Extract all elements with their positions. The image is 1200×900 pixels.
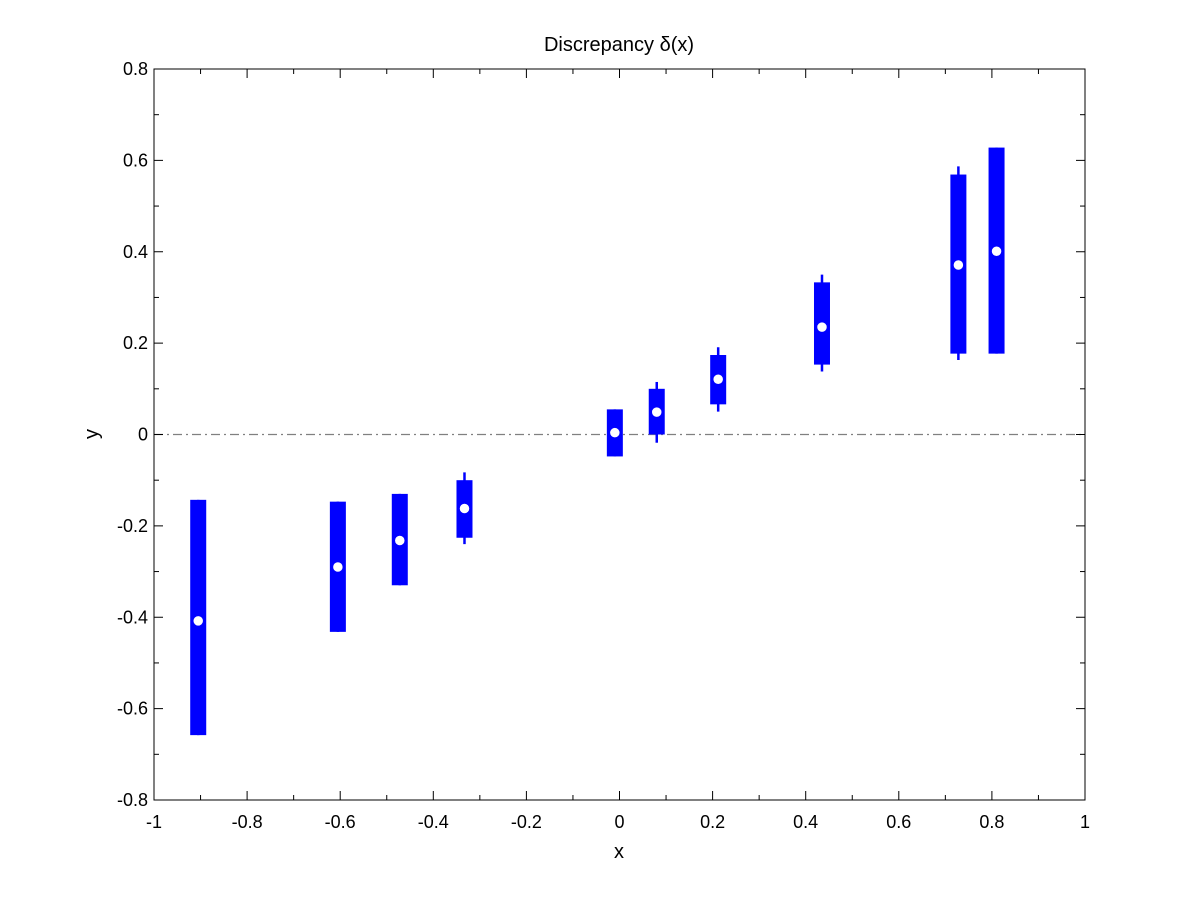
x-tick-label: 1	[1080, 812, 1090, 832]
plot-area	[154, 147, 1085, 736]
data-point-marker	[331, 560, 345, 574]
x-tick-label: -0.4	[418, 812, 449, 832]
data-point-marker	[393, 534, 407, 547]
x-tick-label: 0.6	[886, 812, 911, 832]
data-point-marker	[990, 245, 1003, 258]
data-point-marker	[815, 320, 829, 334]
y-tick-label: 0.2	[123, 333, 148, 353]
x-tick-label: -0.2	[511, 812, 542, 832]
y-tick-label: 0	[138, 425, 148, 445]
x-tick-label: 0.8	[979, 812, 1004, 832]
y-tick-label: 0.4	[123, 242, 148, 262]
chart-title: Discrepancy δ(x)	[544, 34, 694, 56]
x-tick-label: 0.4	[793, 812, 818, 832]
data-point-marker	[608, 426, 622, 439]
x-tick-label: -0.8	[232, 812, 263, 832]
y-tick-label: 0.8	[123, 59, 148, 79]
data-point-marker	[711, 372, 725, 386]
data-point-marker	[191, 614, 205, 628]
data-point-marker	[952, 258, 965, 272]
data-point-marker	[650, 405, 663, 419]
y-axis-label: y	[81, 429, 103, 439]
y-tick-label: -0.6	[117, 699, 148, 719]
x-tick-label: 0.2	[700, 812, 725, 832]
y-tick-label: -0.4	[117, 607, 148, 627]
x-tick-label: -1	[146, 812, 162, 832]
y-tick-label: -0.8	[117, 790, 148, 810]
y-tick-label: 0.6	[123, 150, 148, 170]
x-tick-label: 0	[614, 812, 624, 832]
x-tick-label: -0.6	[325, 812, 356, 832]
data-point-marker	[458, 502, 471, 515]
x-axis-label: x	[614, 841, 624, 863]
y-tick-label: -0.2	[117, 516, 148, 536]
